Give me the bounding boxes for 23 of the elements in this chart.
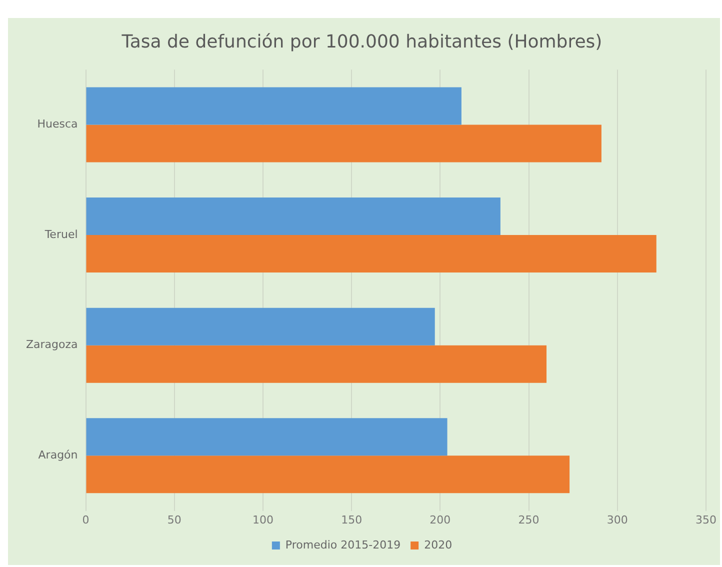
y-tick-label: Zaragoza <box>26 338 78 352</box>
bar <box>86 418 448 456</box>
y-tick-label: Aragón <box>38 448 78 462</box>
x-tick-label: 300 <box>606 513 628 526</box>
bar <box>86 87 462 125</box>
x-tick-label: 200 <box>430 513 451 526</box>
x-tick-label: 0 <box>82 513 90 526</box>
bar <box>86 198 500 236</box>
bar <box>86 345 547 383</box>
bar <box>86 308 435 346</box>
legend-label: Promedio 2015-2019 <box>285 538 401 552</box>
x-tick-label: 100 <box>252 513 274 526</box>
y-tick-label: Teruel <box>44 228 78 241</box>
y-tick-label: Huesca <box>37 118 78 131</box>
bar <box>86 235 656 273</box>
x-tick-label: 50 <box>167 513 182 526</box>
chart-title: Tasa de defunción por 100.000 habitantes (Hombres) <box>120 31 602 52</box>
bar <box>86 124 602 162</box>
x-tick-label: 350 <box>696 513 716 526</box>
x-tick-label: 150 <box>341 513 362 526</box>
bar <box>86 456 570 494</box>
legend-label: 2020 <box>424 538 452 552</box>
x-tick-label: 250 <box>518 513 540 526</box>
